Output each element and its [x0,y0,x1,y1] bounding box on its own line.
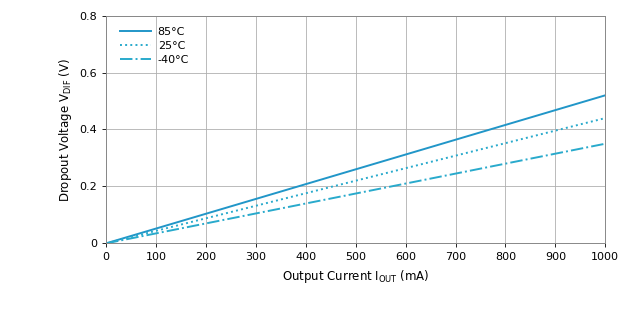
X-axis label: Output Current $\mathregular{I_{OUT}}$ (mA): Output Current $\mathregular{I_{OUT}}$ (… [282,268,429,285]
Y-axis label: Dropout Voltage $\mathregular{V_{DIF}}$ (V): Dropout Voltage $\mathregular{V_{DIF}}$ … [57,57,74,202]
Legend: 85°C, 25°C, -40°C: 85°C, 25°C, -40°C [117,23,192,68]
